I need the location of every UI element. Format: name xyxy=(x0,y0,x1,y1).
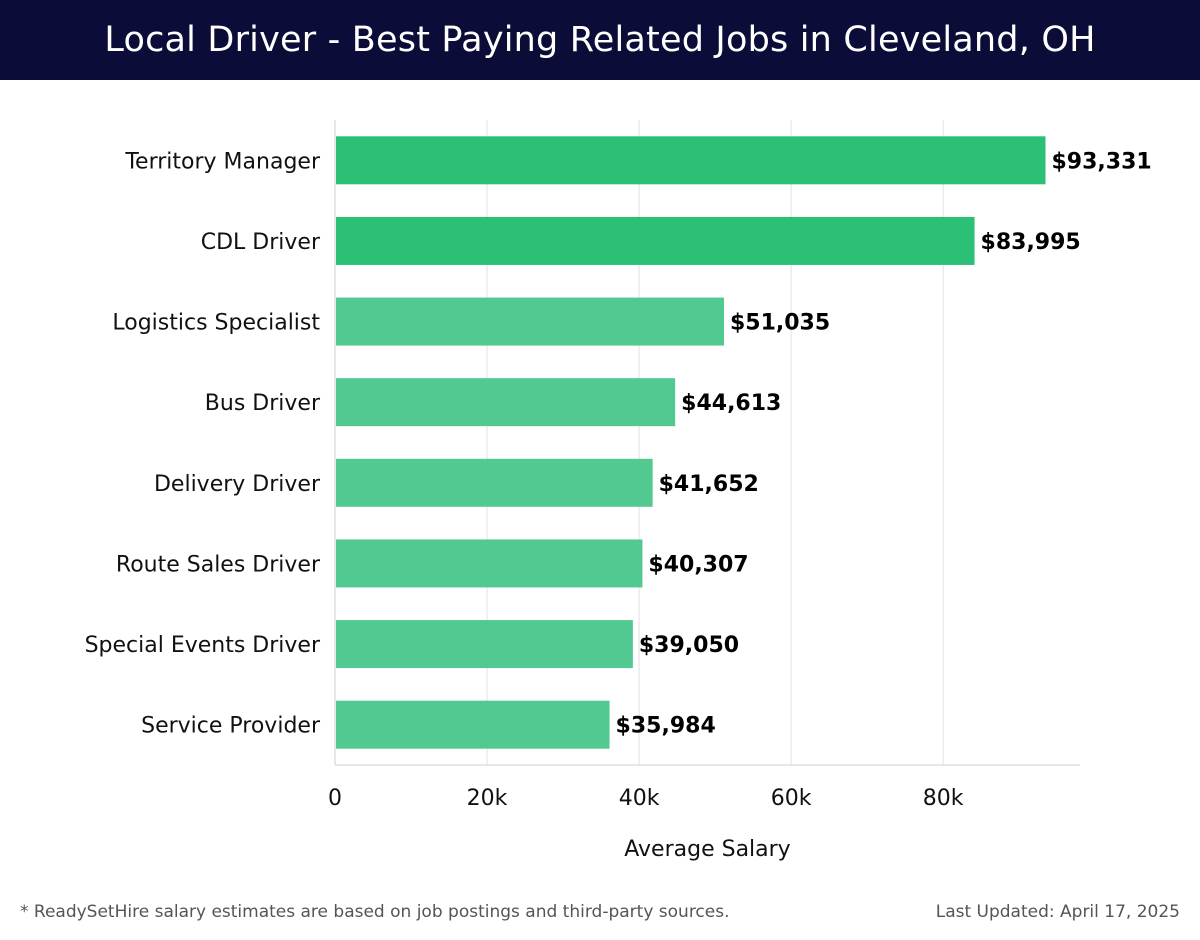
value-label: $44,613 xyxy=(681,391,781,416)
footer-note: * ReadySetHire salary estimates are base… xyxy=(20,902,730,922)
value-label: $93,331 xyxy=(1052,149,1152,174)
bar xyxy=(336,216,975,265)
value-label: $83,995 xyxy=(981,230,1081,255)
value-label: $41,652 xyxy=(659,472,759,497)
category-label: Logistics Specialist xyxy=(112,311,320,336)
bar xyxy=(336,136,1046,185)
bar xyxy=(336,297,724,346)
x-tick-label: 20k xyxy=(467,786,508,811)
x-tick-label: 0 xyxy=(328,786,342,811)
x-tick-label: 60k xyxy=(771,786,812,811)
x-tick-label: 80k xyxy=(923,786,964,811)
footer-updated: Last Updated: April 17, 2025 xyxy=(935,902,1180,922)
bar xyxy=(336,458,653,507)
bar-chart: Territory Manager $93,331 CDL Driver $83,99… xyxy=(85,120,1152,862)
value-label: $39,050 xyxy=(639,633,739,658)
bar xyxy=(336,539,643,588)
x-axis-label: Average Salary xyxy=(624,837,790,862)
category-label: Route Sales Driver xyxy=(116,552,321,577)
category-label: Special Events Driver xyxy=(85,633,321,658)
bar xyxy=(336,620,633,669)
category-label: Territory Manager xyxy=(124,149,321,174)
value-label: $40,307 xyxy=(648,552,748,577)
bar xyxy=(336,378,676,427)
category-label: CDL Driver xyxy=(201,230,321,255)
category-label: Bus Driver xyxy=(205,391,321,416)
bar xyxy=(336,700,610,749)
category-label: Service Provider xyxy=(141,714,321,739)
chart-header: Local Driver - Best Paying Related Jobs … xyxy=(0,0,1200,80)
value-label: $51,035 xyxy=(730,311,830,336)
category-label: Delivery Driver xyxy=(154,472,321,497)
value-label: $35,984 xyxy=(616,714,716,739)
chart-title: Local Driver - Best Paying Related Jobs … xyxy=(104,20,1096,60)
x-tick-label: 40k xyxy=(619,786,660,811)
